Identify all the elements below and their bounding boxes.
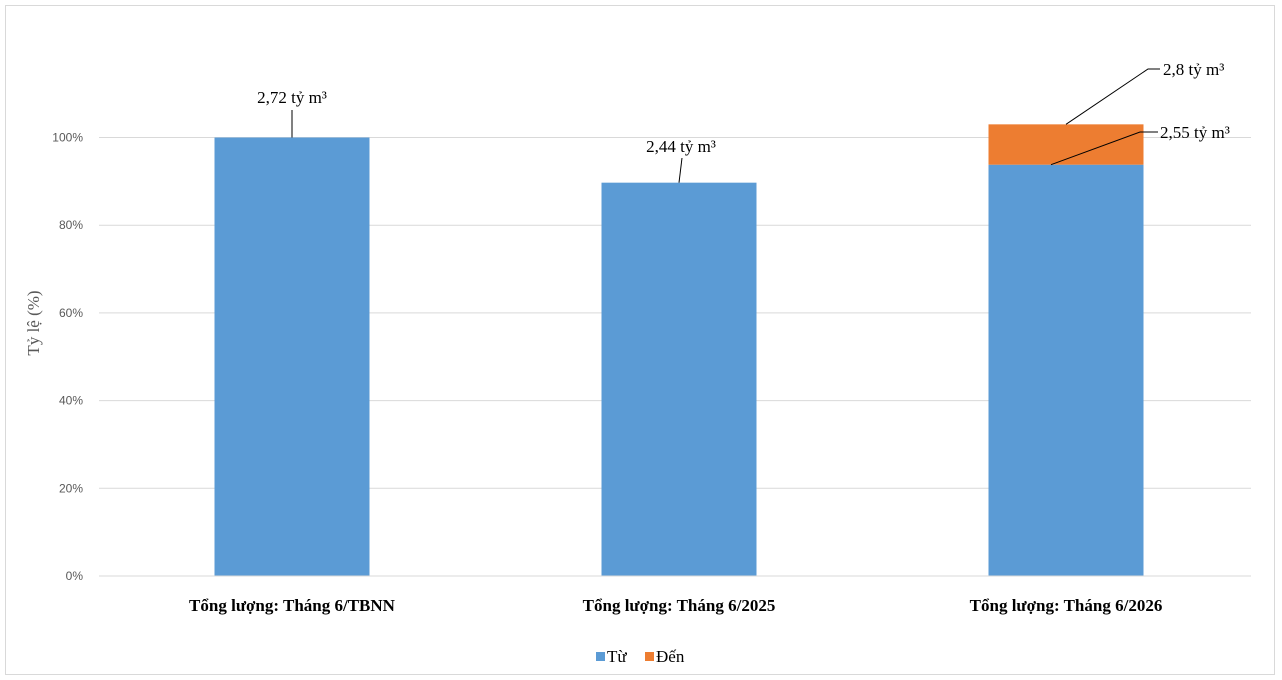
- x-category-label: Tổng lượng: Tháng 6/2025: [583, 596, 776, 615]
- y-tick-label: 80%: [59, 218, 83, 232]
- y-axis-label: Tỷ lệ (%): [24, 290, 43, 355]
- bar-den-2: [988, 124, 1144, 165]
- legend-label: Đến: [656, 647, 685, 666]
- bar-tu-2: [988, 164, 1144, 576]
- bar-tu-1: [601, 182, 757, 576]
- x-category-label: Tổng lượng: Tháng 6/2026: [970, 596, 1163, 615]
- data-label: 2,55 tỷ m³: [1160, 123, 1230, 142]
- legend-swatch: [596, 652, 605, 661]
- bar-tu-0: [214, 137, 370, 576]
- x-category-label: Tổng lượng: Tháng 6/TBNN: [189, 596, 396, 615]
- y-tick-label: 60%: [59, 306, 83, 320]
- leader-line: [1050, 131, 1158, 166]
- data-labels: 2,72 tỷ m³ 2,44 tỷ m³ 2,55 tỷ m³ 2,8 tỷ m³: [257, 60, 1230, 183]
- leader-line: [1065, 68, 1160, 125]
- legend-label: Từ: [607, 647, 627, 666]
- y-tick-label: 20%: [59, 481, 83, 495]
- data-label: 2,44 tỷ m³: [646, 137, 716, 156]
- legend: Từ Đến: [596, 647, 685, 666]
- y-axis-ticks: 0% 20% 40% 60% 80% 100%: [52, 131, 83, 584]
- data-label: 2,72 tỷ m³: [257, 88, 327, 107]
- y-tick-label: 40%: [59, 394, 83, 408]
- data-label: 2,8 tỷ m³: [1163, 60, 1224, 79]
- leader-line: [678, 157, 683, 183]
- y-tick-label: 100%: [52, 131, 83, 145]
- bars: [214, 124, 1144, 576]
- y-tick-label: 0%: [66, 569, 84, 583]
- legend-swatch: [645, 652, 654, 661]
- x-axis-categories: Tổng lượng: Tháng 6/TBNN Tổng lượng: Thán…: [189, 596, 1162, 615]
